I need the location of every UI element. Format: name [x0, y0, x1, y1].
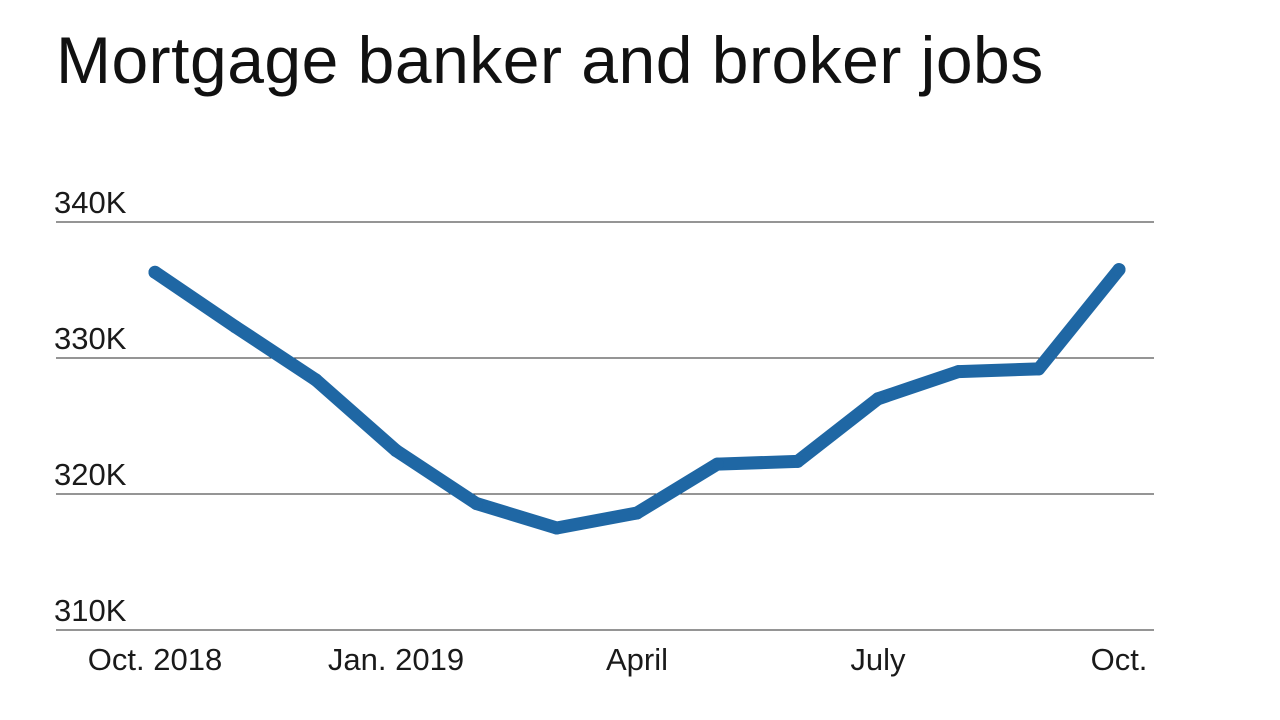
- y-axis-ticks: 310K 320K 330K 340K: [54, 185, 127, 628]
- data-point: [630, 506, 644, 520]
- x-tick-label: Oct.: [1091, 642, 1148, 677]
- y-tick-label: 340K: [54, 185, 127, 220]
- series-line: [148, 263, 1126, 535]
- y-tick-label: 310K: [54, 593, 127, 628]
- data-point: [469, 497, 483, 511]
- y-tick-label: 320K: [54, 457, 127, 492]
- x-tick-label: April: [606, 642, 668, 677]
- data-point: [791, 454, 805, 468]
- x-tick-label: Oct. 2018: [88, 642, 222, 677]
- data-point: [951, 365, 965, 379]
- x-tick-label: Jan. 2019: [328, 642, 464, 677]
- data-point: [228, 320, 242, 334]
- chart-title: Mortgage banker and broker jobs: [56, 23, 1044, 97]
- data-point: [309, 373, 323, 387]
- data-point: [871, 392, 885, 406]
- x-tick-label: July: [850, 642, 906, 677]
- x-axis-ticks: Oct. 2018 Jan. 2019 April July Oct.: [88, 642, 1148, 677]
- data-point: [550, 521, 564, 535]
- data-point: [710, 457, 724, 471]
- data-point: [148, 265, 162, 279]
- data-point: [1032, 362, 1046, 376]
- series-layer: [148, 263, 1126, 535]
- y-tick-label: 330K: [54, 321, 127, 356]
- gridlines: [56, 221, 1154, 631]
- data-point: [1112, 263, 1126, 277]
- data-point: [389, 443, 403, 457]
